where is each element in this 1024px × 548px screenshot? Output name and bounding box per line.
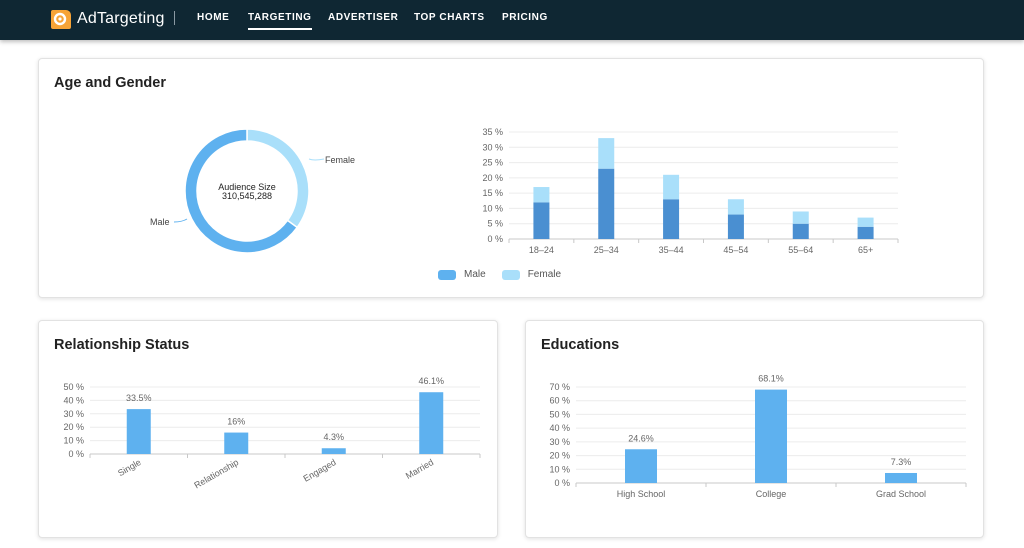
x-tick-label: 55–64 bbox=[788, 245, 813, 255]
data-label: 24.6% bbox=[628, 433, 654, 443]
bar-relationship bbox=[224, 432, 249, 454]
bar-male-25-34 bbox=[598, 168, 615, 239]
age-gender-card: Age and Gender Female Male Audience Size… bbox=[38, 58, 984, 298]
brand-name: AdTargeting bbox=[77, 10, 165, 27]
nav-divider bbox=[174, 11, 175, 25]
y-tick-label: 50 % bbox=[549, 409, 570, 419]
data-label: 16% bbox=[227, 417, 245, 427]
y-tick-label: 10 % bbox=[63, 436, 84, 446]
legend-male[interactable]: Male bbox=[438, 269, 486, 280]
brand-logo[interactable]: AdTargeting bbox=[49, 7, 165, 31]
x-tick-label: Relationship bbox=[192, 457, 240, 490]
legend-label-male: Male bbox=[464, 269, 486, 280]
donut-label-male: Male bbox=[150, 217, 170, 227]
y-tick-label: 20 % bbox=[549, 451, 570, 461]
y-tick-label: 30 % bbox=[482, 142, 503, 152]
relationship-card: Relationship Status 0 % 10 % 20 % 30 % 40 % 5… bbox=[38, 320, 498, 538]
bar-female-18-24 bbox=[533, 187, 550, 203]
y-tick-label: 70 % bbox=[549, 382, 570, 392]
educations-card: Educations 0 % 10 % 20 % 30 % 40 % 50 % 60 % 70… bbox=[525, 320, 984, 538]
nav-advertiser[interactable]: ADVERTISER bbox=[328, 12, 399, 23]
y-tick-label: 0 % bbox=[554, 478, 570, 488]
bar-grad-school bbox=[885, 472, 917, 483]
x-tick-label: Grad School bbox=[876, 489, 926, 499]
y-tick-label: 20 % bbox=[482, 173, 503, 183]
bar-male-35-44 bbox=[663, 199, 680, 239]
data-label: 68.1% bbox=[758, 374, 784, 384]
y-tick-label: 40 % bbox=[63, 395, 84, 405]
x-tick-label: College bbox=[756, 489, 787, 499]
bar-married bbox=[419, 392, 444, 454]
x-tick-label: 45–54 bbox=[723, 245, 748, 255]
data-label: 7.3% bbox=[891, 457, 912, 467]
x-tick-label: Engaged bbox=[302, 457, 338, 484]
legend-female[interactable]: Female bbox=[501, 269, 562, 280]
legend-swatch-female bbox=[501, 269, 520, 280]
y-tick-label: 25 % bbox=[482, 158, 503, 168]
data-label: 33.5% bbox=[126, 393, 152, 403]
y-tick-label: 0 % bbox=[68, 449, 84, 459]
y-tick-label: 5 % bbox=[487, 219, 503, 229]
bar-male-18-24 bbox=[533, 202, 550, 239]
age-gender-title: Age and Gender bbox=[54, 75, 166, 91]
y-tick-label: 15 % bbox=[482, 188, 503, 198]
female-leader-line bbox=[308, 158, 325, 161]
bar-male-65 bbox=[857, 226, 874, 239]
age-bar-chart: 0 % 5 % 10 % 15 % 20 % 25 % 30 % 35 % 18–24 25–34… bbox=[482, 127, 899, 255]
nav-pricing[interactable]: PRICING bbox=[502, 12, 548, 23]
audience-size-value: 310,545,288 bbox=[222, 191, 272, 201]
bar-female-55-64 bbox=[792, 211, 809, 224]
relationship-bar-chart: 0 % 10 % 20 % 30 % 40 % 50 % 33.5% Single 16% Rel… bbox=[63, 376, 481, 490]
nav-top-charts[interactable]: TOP CHARTS bbox=[414, 12, 485, 23]
y-tick-label: 10 % bbox=[482, 203, 503, 213]
bar-female-35-44 bbox=[663, 174, 680, 200]
y-tick-label: 20 % bbox=[63, 422, 84, 432]
legend-label-female: Female bbox=[527, 269, 562, 280]
bar-single bbox=[126, 409, 151, 454]
audience-size-label: Audience Size bbox=[218, 182, 276, 192]
age-gender-legend: Male Female bbox=[438, 269, 577, 280]
y-tick-label: 35 % bbox=[482, 127, 503, 137]
y-tick-label: 10 % bbox=[549, 464, 570, 474]
nav-home[interactable]: HOME bbox=[197, 12, 230, 23]
bar-female-45-54 bbox=[727, 199, 744, 215]
x-tick-label: Married bbox=[404, 457, 435, 481]
logo-mark-icon bbox=[51, 10, 71, 29]
y-tick-label: 0 % bbox=[487, 234, 503, 244]
educations-bar-chart: 0 % 10 % 20 % 30 % 40 % 50 % 60 % 70 % 24.6% High… bbox=[549, 374, 967, 499]
gender-donut-chart: Female Male Audience Size 310,545,288 bbox=[150, 128, 355, 254]
y-tick-label: 50 % bbox=[63, 382, 84, 392]
x-tick-label: High School bbox=[617, 489, 666, 499]
bar-male-55-64 bbox=[792, 223, 809, 239]
x-tick-label: 35–44 bbox=[659, 245, 684, 255]
bar-college bbox=[755, 389, 787, 483]
top-navbar: AdTargeting HOME TARGETING ADVERTISER TO… bbox=[0, 0, 1024, 40]
x-tick-label: Single bbox=[116, 457, 143, 478]
nav-targeting[interactable]: TARGETING bbox=[248, 12, 312, 30]
data-label: 4.3% bbox=[323, 432, 344, 442]
y-tick-label: 30 % bbox=[549, 437, 570, 447]
y-tick-label: 30 % bbox=[63, 409, 84, 419]
bar-female-25-34 bbox=[598, 138, 615, 169]
male-leader-line bbox=[173, 218, 188, 223]
donut-label-female: Female bbox=[325, 155, 355, 165]
y-tick-label: 40 % bbox=[549, 423, 570, 433]
legend-swatch-male bbox=[438, 269, 456, 280]
y-tick-label: 60 % bbox=[549, 396, 570, 406]
bar-male-45-54 bbox=[727, 214, 744, 239]
x-tick-label: 18–24 bbox=[529, 245, 554, 255]
x-tick-label: 25–34 bbox=[594, 245, 619, 255]
relationship-title: Relationship Status bbox=[54, 337, 190, 353]
bar-engaged bbox=[321, 448, 346, 454]
bar-female-65 bbox=[857, 217, 874, 227]
bar-high-school bbox=[625, 449, 657, 483]
donut-slice-male bbox=[184, 128, 299, 254]
educations-title: Educations bbox=[541, 337, 620, 353]
data-label: 46.1% bbox=[418, 376, 444, 386]
x-tick-label: 65+ bbox=[858, 245, 873, 255]
